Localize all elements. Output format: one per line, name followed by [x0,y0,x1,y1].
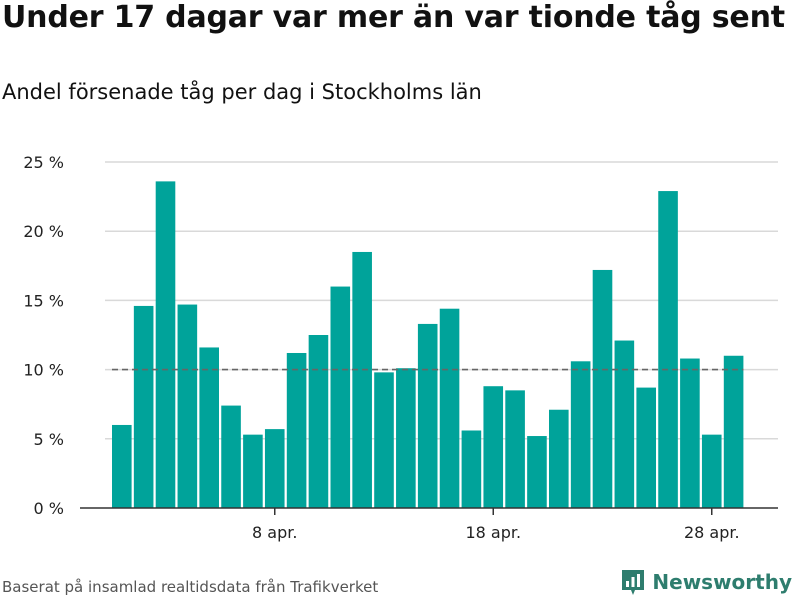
chart-title: Under 17 dagar var mer än var tionde tåg… [2,0,785,35]
y-tick-label: 0 % [34,499,64,518]
y-tick-label: 15 % [23,291,64,310]
bar [527,436,547,508]
x-tick-label: 8 apr. [252,523,297,542]
bar [221,405,241,508]
bar [199,347,219,508]
newsworthy-logo-icon [622,570,645,595]
bar [483,386,504,508]
y-tick-label: 5 % [34,430,64,449]
brand-logo[interactable]: Newsworthy [620,568,792,596]
bar [723,355,744,508]
bar [658,191,678,508]
bar [636,387,656,508]
bar [374,372,394,508]
bar [243,434,263,508]
brand-name: Newsworthy [652,570,792,594]
bar [155,181,176,508]
source-note: Baserat på insamlad realtidsdata från Tr… [2,578,379,596]
bar [614,340,635,508]
x-tick-label: 18 apr. [465,523,521,542]
bar [439,308,460,508]
bar [461,430,482,508]
bar [570,361,591,508]
y-tick-label: 20 % [23,222,64,241]
y-tick-label: 10 % [23,361,64,380]
x-tick-label: 28 apr. [684,523,740,542]
bars [112,181,744,508]
bar [112,424,132,508]
axes: 0 % 5 % 10 % 15 % 20 % 25 % 8 apr. 18 apr. 28 ap… [23,153,778,542]
bar [308,335,329,508]
y-tick-label: 25 % [23,153,64,172]
bar [330,286,351,508]
bar [396,368,416,508]
bar [680,358,700,508]
bar [177,304,198,508]
bar [701,434,722,508]
bar [417,323,438,508]
chart-subtitle: Andel försenade tåg per dag i Stockholms… [2,80,482,104]
bar [352,251,372,508]
bar [505,390,525,508]
bar [549,409,569,508]
bar [592,269,613,508]
bar [133,305,154,508]
bar [264,429,285,508]
bar [286,352,307,508]
